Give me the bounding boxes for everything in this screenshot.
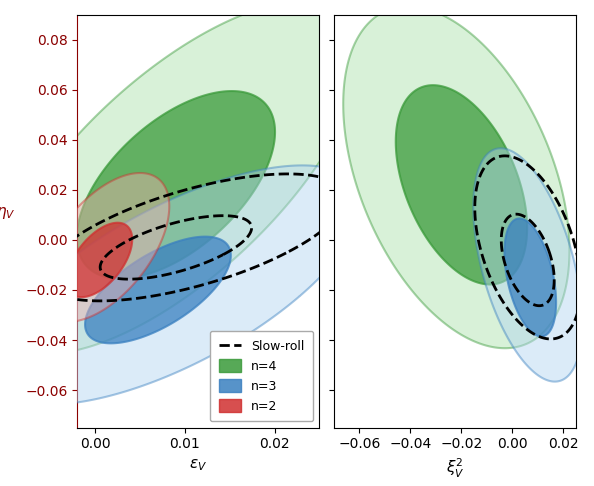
Polygon shape xyxy=(0,165,362,404)
Polygon shape xyxy=(77,91,275,278)
Polygon shape xyxy=(343,6,570,348)
Polygon shape xyxy=(67,223,132,297)
Polygon shape xyxy=(85,237,231,343)
Polygon shape xyxy=(39,173,169,322)
Y-axis label: $\eta_V$: $\eta_V$ xyxy=(0,205,15,221)
Polygon shape xyxy=(0,1,361,354)
Polygon shape xyxy=(504,219,556,336)
Polygon shape xyxy=(396,85,527,284)
Legend: Slow-roll, n=4, n=3, n=2: Slow-roll, n=4, n=3, n=2 xyxy=(210,330,313,421)
X-axis label: $\epsilon_V$: $\epsilon_V$ xyxy=(189,457,207,473)
X-axis label: $\xi_V^2$: $\xi_V^2$ xyxy=(446,457,465,480)
Polygon shape xyxy=(473,148,582,382)
